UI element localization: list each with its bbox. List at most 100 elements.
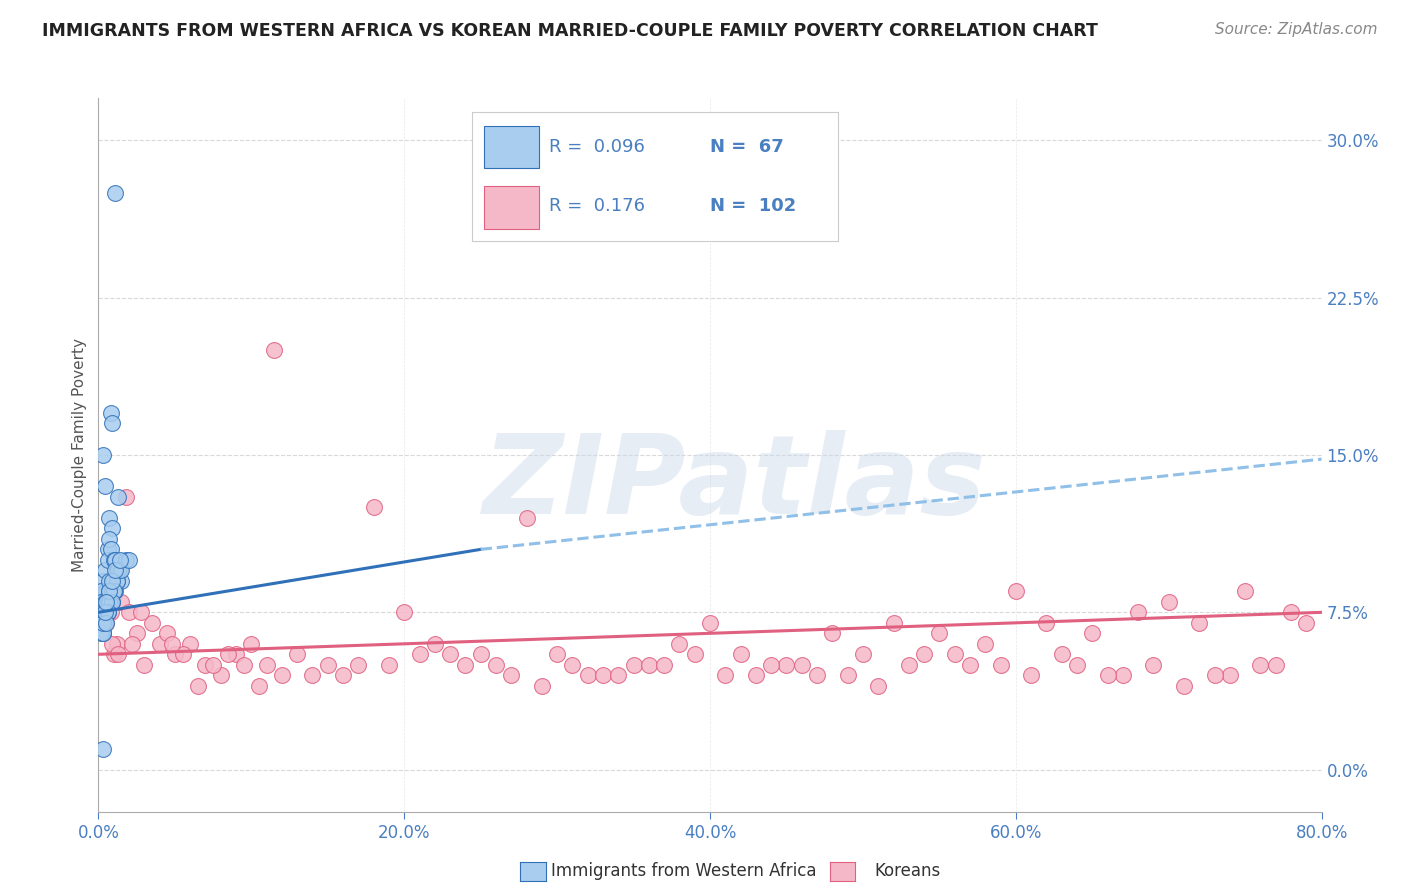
Point	[93, 615, 115, 630]
Point	[897, 657, 920, 672]
Point	[1142, 657, 1164, 672]
Point	[256, 657, 278, 672]
Point	[730, 648, 752, 662]
Point	[485, 657, 508, 672]
Point	[101, 595, 124, 609]
Point	[94, 584, 117, 599]
Point	[194, 657, 217, 672]
Point	[501, 668, 523, 682]
Point	[990, 657, 1012, 672]
Point	[141, 615, 163, 630]
Point	[1081, 626, 1104, 640]
Point	[100, 542, 122, 557]
Point	[91, 574, 114, 588]
Point	[959, 657, 981, 672]
Point	[129, 605, 152, 619]
Point	[163, 648, 186, 662]
Point	[94, 615, 117, 630]
Point	[97, 605, 120, 619]
Point	[1234, 584, 1257, 599]
Point	[105, 563, 128, 577]
Point	[100, 584, 122, 599]
Text: ZIPatlas: ZIPatlas	[482, 430, 987, 537]
Point	[423, 637, 446, 651]
Point	[637, 657, 661, 672]
Point	[1050, 648, 1073, 662]
Point	[1264, 657, 1286, 672]
Point	[263, 343, 285, 357]
Point	[439, 648, 461, 662]
Point	[217, 648, 239, 662]
Point	[270, 668, 294, 682]
Point	[454, 657, 477, 672]
Point	[91, 626, 114, 640]
Point	[101, 584, 124, 599]
Point	[98, 595, 121, 609]
Point	[1173, 679, 1195, 693]
Point	[107, 563, 129, 577]
Point	[247, 679, 270, 693]
Point	[94, 595, 117, 609]
Point	[285, 648, 308, 662]
Point	[225, 648, 247, 662]
Point	[118, 605, 141, 619]
Point	[93, 595, 115, 609]
Point	[103, 553, 125, 567]
Point	[378, 657, 401, 672]
Point	[852, 648, 875, 662]
Point	[89, 605, 111, 619]
Point	[104, 584, 127, 599]
Point	[101, 637, 124, 651]
Point	[101, 521, 124, 535]
Point	[93, 605, 115, 619]
Point	[105, 574, 128, 588]
Point	[714, 668, 737, 682]
Point	[134, 657, 156, 672]
Point	[97, 542, 120, 557]
Point	[883, 615, 905, 630]
Point	[1219, 668, 1241, 682]
Point	[104, 186, 127, 200]
Point	[103, 584, 125, 599]
Point	[97, 595, 120, 609]
Text: Immigrants from Western Africa: Immigrants from Western Africa	[551, 863, 817, 880]
Point	[93, 479, 115, 493]
Point	[98, 584, 121, 599]
Point	[100, 595, 122, 609]
Point	[110, 574, 132, 588]
Point	[1279, 605, 1302, 619]
Point	[115, 553, 138, 567]
Point	[101, 574, 124, 588]
Point	[347, 657, 370, 672]
Point	[470, 648, 492, 662]
Point	[97, 605, 120, 619]
Point	[546, 648, 568, 662]
Point	[775, 657, 797, 672]
Point	[94, 605, 117, 619]
Text: IMMIGRANTS FROM WESTERN AFRICA VS KOREAN MARRIED-COUPLE FAMILY POVERTY CORRELATI: IMMIGRANTS FROM WESTERN AFRICA VS KOREAN…	[42, 22, 1098, 40]
Point	[1157, 595, 1180, 609]
Point	[232, 657, 254, 672]
Point	[103, 648, 125, 662]
Point	[790, 657, 813, 672]
Point	[93, 605, 115, 619]
Point	[1204, 668, 1226, 682]
Point	[652, 657, 675, 672]
Point	[121, 637, 143, 651]
Y-axis label: Married-Couple Family Poverty: Married-Couple Family Poverty	[72, 338, 87, 572]
Point	[115, 490, 138, 504]
Point	[928, 626, 950, 640]
Point	[332, 668, 354, 682]
Point	[104, 563, 127, 577]
Point	[100, 406, 122, 420]
Point	[761, 657, 783, 672]
Point	[1188, 615, 1211, 630]
Point	[160, 637, 183, 651]
Point	[91, 626, 114, 640]
Point	[97, 605, 120, 619]
Point	[90, 584, 112, 599]
Point	[104, 553, 127, 567]
Point	[179, 637, 201, 651]
Point	[110, 563, 132, 577]
Point	[187, 679, 209, 693]
